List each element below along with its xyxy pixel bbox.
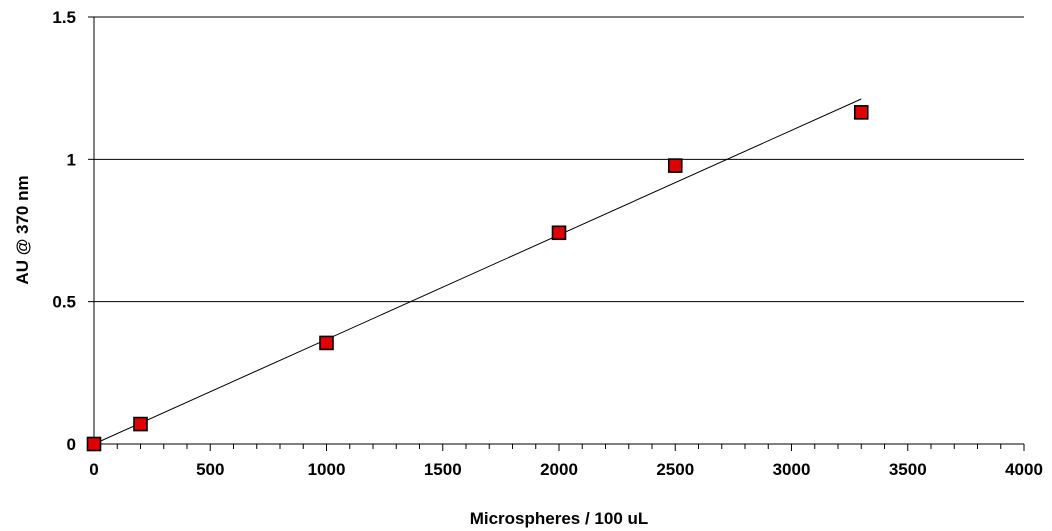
x-tick-label: 2500 xyxy=(656,460,694,479)
data-point xyxy=(133,416,148,432)
x-tick-label: 0 xyxy=(89,460,98,479)
x-tick-label: 3500 xyxy=(889,460,927,479)
y-tick-label: 0 xyxy=(67,435,76,454)
x-tick-label: 1500 xyxy=(424,460,462,479)
x-axis-title: Microspheres / 100 uL xyxy=(470,509,649,528)
data-point xyxy=(86,436,102,452)
y-tick-label: 0.5 xyxy=(52,293,76,312)
gridlines xyxy=(94,16,1024,303)
data-point xyxy=(853,105,869,120)
y-axis-title: AU @ 370 nm xyxy=(13,175,32,284)
y-tick-label: 1 xyxy=(67,150,76,169)
x-tick-label: 3000 xyxy=(773,460,811,479)
data-points xyxy=(86,105,869,452)
trendline-group xyxy=(93,98,862,445)
tick-labels: 0 500 1000 1500 2000 2500 3000 3500 4000 0 0.5 1 1.5 xyxy=(52,8,1043,479)
data-point xyxy=(667,158,683,173)
y-tick-label: 1.5 xyxy=(52,8,76,27)
x-tick-label: 1000 xyxy=(308,460,346,479)
data-point xyxy=(319,335,334,351)
x-tick-label: 4000 xyxy=(1005,460,1043,479)
x-tick-label: 2000 xyxy=(540,460,578,479)
trendline xyxy=(93,98,862,445)
x-tick-label: 500 xyxy=(196,460,224,479)
data-point xyxy=(551,225,567,241)
